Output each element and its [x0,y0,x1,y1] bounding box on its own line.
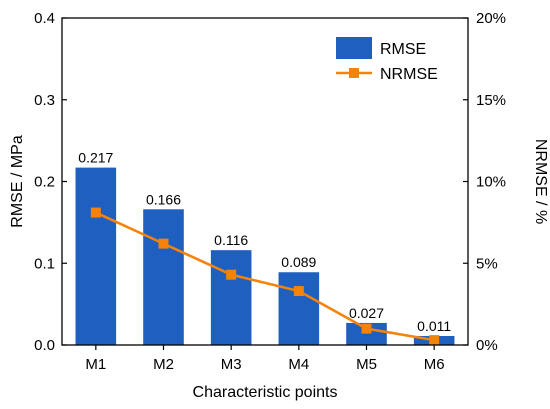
rmse-data-label: 0.166 [146,191,181,207]
x-axis-label: Characteristic points [193,384,338,401]
y2-tick-label: 20% [476,10,506,27]
rmse-bar [210,250,252,345]
nrmse-marker [293,286,304,297]
nrmse-line-layer [90,207,440,346]
x-tick-label: M6 [424,356,445,373]
nrmse-marker [429,335,440,346]
y2-tick-label: 10% [476,174,506,191]
y-tick-label: 0.0 [34,337,55,354]
y-tick-label: 0.2 [34,174,55,191]
y2-tick-label: 0% [476,337,498,354]
y2-axis-label: NRMSE / % [532,139,549,224]
bars-layer [75,167,455,345]
nrmse-marker [226,269,237,280]
rmse-bar [278,272,320,345]
x-tick-label: M2 [153,356,174,373]
rmse-bar [75,167,117,345]
rmse-bar [143,209,184,345]
y-tick-label: 0.1 [34,255,55,272]
rmse-bar [346,322,387,345]
y-tick-label: 0.4 [34,10,55,27]
rmse-data-label: 0.116 [214,232,248,248]
y2-tick-label: 15% [476,92,506,109]
rmse-data-label: 0.217 [78,150,113,166]
data-labels-layer: 0.217 0.166 0.116 0.089 0.027 0.011 [78,150,451,334]
x-tick-label: M5 [356,356,377,373]
nrmse-line [95,211,435,342]
legend-nrmse-label: NRMSE [380,66,438,83]
y-axis-label: RMSE / MPa [9,135,26,228]
rmse-data-label: 0.089 [281,254,316,270]
legend-rmse-swatch [336,37,372,59]
legend-rmse-label: RMSE [380,41,426,58]
nrmse-marker [361,323,372,334]
rmse-data-label: 0.011 [417,318,451,334]
x-tick-label: M3 [221,356,242,373]
nrmse-marker [90,207,101,218]
legend: RMSE NRMSE [336,37,438,83]
nrmse-marker [158,238,169,249]
y2-tick-label: 5% [476,255,498,272]
legend-nrmse-marker [349,68,359,78]
axes-layer: 0.0 0.1 0.2 0.3 0.4 0% 5% 10% 15% 20% M1 M2 M3 M4 M5 M6 [34,10,506,373]
x-tick-label: M1 [85,356,106,373]
y-tick-label: 0.3 [34,92,55,109]
x-tick-label: M4 [288,356,309,373]
rmse-data-label: 0.027 [349,305,384,321]
